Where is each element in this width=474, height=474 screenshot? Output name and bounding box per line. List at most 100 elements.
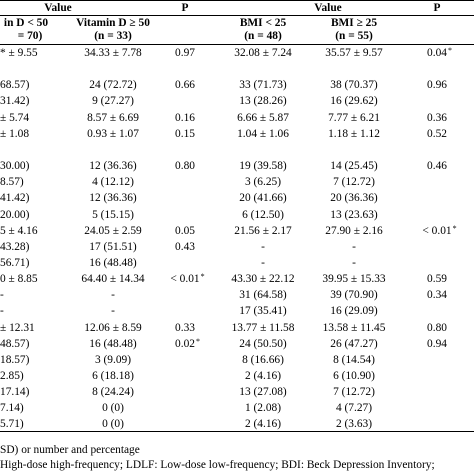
- col-vitd-low-label: in D < 50: [3, 17, 49, 29]
- table-cell: 0.80: [175, 160, 195, 172]
- table-cell: 32.08 ± 7.24: [234, 47, 292, 59]
- table-cell: 27.90 ± 2.16: [325, 225, 383, 237]
- table-cell: 64.40 ± 14.34: [81, 273, 145, 285]
- table-cell: 26 (47.27): [330, 338, 378, 350]
- table-cell: 0.34: [427, 289, 447, 301]
- table-cell: 3 (9.09): [94, 354, 132, 366]
- group-header-bmi: Value: [314, 2, 342, 14]
- table-cell: 3 (6.25): [244, 176, 282, 188]
- table-cell: 0.16: [175, 112, 195, 124]
- table-cell: 5 (15.15): [92, 209, 134, 221]
- table-top-rule: [0, 0, 474, 1]
- table-cell: 20 (41.66): [239, 192, 287, 204]
- table-cell: 0.52: [427, 128, 447, 140]
- table-cell: 9 (27.27): [92, 95, 134, 107]
- table-cell: 13.77 ± 11.58: [231, 322, 295, 334]
- table-cell: 21.56 ± 2.17: [234, 225, 292, 237]
- table-cell: 4 (12.12): [92, 176, 134, 188]
- table-cell: 0.04: [427, 47, 447, 59]
- group-header-vitamin-d: Value: [44, 2, 72, 14]
- table-cell: 30.00): [0, 160, 30, 172]
- group-header-rule: [0, 15, 474, 16]
- table-cell: 16 (48.48): [89, 338, 137, 350]
- table-cell: 17.14): [0, 386, 30, 398]
- table-cell: 13 (23.63): [330, 209, 378, 221]
- table-cell: 13 (28.26): [239, 95, 287, 107]
- table-cell: 20.00): [0, 209, 30, 221]
- table-cell: 5.71): [0, 418, 24, 430]
- col-bmi-low-label: BMI < 25: [239, 17, 287, 29]
- table-cell: 16 (29.09): [330, 305, 378, 317]
- col-vitd-high-label: Vitamin D ≥ 50: [76, 17, 150, 29]
- table-cell: 13 (27.08): [239, 386, 287, 398]
- table-cell: 7.77 ± 6.21: [328, 112, 380, 124]
- table-cell: 2 (3.63): [335, 418, 373, 430]
- table-cell: * ± 9.55: [0, 47, 38, 59]
- table-cell: 6 (10.90): [333, 370, 375, 382]
- table-cell: 0 ± 8.85: [0, 273, 38, 285]
- table-cell: 14 (25.45): [330, 160, 378, 172]
- table-cell: 0.59: [427, 273, 447, 285]
- table-cell: 17 (51.51): [89, 241, 137, 253]
- table-cell: 56.71): [0, 257, 30, 269]
- table-cell: 0.96: [427, 79, 447, 91]
- table-cell: 34.33 ± 7.78: [84, 47, 142, 59]
- table-cell: 0.05: [175, 225, 195, 237]
- footnote-line-2: High-dose high-frequency; LDLF: Low-dose…: [0, 459, 435, 471]
- column-header-rule: [0, 44, 474, 45]
- table-cell: 24 (72.72): [89, 79, 137, 91]
- table-cell: 18.57): [0, 354, 30, 366]
- table-cell: 17 (35.41): [239, 305, 287, 317]
- table-cell: 12 (36.36): [89, 160, 137, 172]
- table-cell: -: [352, 241, 356, 253]
- table-cell: 0.43: [175, 241, 195, 253]
- table-cell: 2.85): [0, 370, 24, 382]
- table-cell: 7 (12.72): [333, 386, 375, 398]
- table-cell: 20 (36.36): [330, 192, 378, 204]
- table-cell: < 0.01: [170, 273, 200, 285]
- table-cell: 31.42): [0, 95, 30, 107]
- table-cell: 1.04 ± 1.06: [237, 128, 289, 140]
- table-cell: 0.46: [427, 160, 447, 172]
- table-cell: 31 (64.58): [239, 289, 287, 301]
- col-bmi-high-n: (n = 55): [335, 30, 373, 42]
- table-cell: 39.95 ± 15.33: [322, 273, 386, 285]
- table-cell: -: [0, 305, 4, 317]
- table-cell: 6 (18.18): [92, 370, 134, 382]
- table-cell: 38 (70.37): [330, 79, 378, 91]
- table-cell: 0.93 ± 1.07: [87, 128, 139, 140]
- p-header-1: P: [181, 2, 189, 14]
- table-cell: 12.06 ± 8.59: [84, 322, 142, 334]
- table-cell: 68.57): [0, 79, 30, 91]
- table-cell: 19 (39.58): [239, 160, 287, 172]
- table-cell: 0.80: [427, 322, 447, 334]
- table-cell: 41.42): [0, 192, 30, 204]
- table-cell: 1 (2.08): [244, 402, 282, 414]
- col-bmi-low-n: (n = 48): [244, 30, 282, 42]
- table-cell: 35.57 ± 9.57: [325, 47, 383, 59]
- table-cell: 7.14): [0, 402, 24, 414]
- table-cell: 2 (4.16): [244, 370, 282, 382]
- table-cell: 0.02: [175, 338, 195, 350]
- table-cell: 0.15: [175, 128, 195, 140]
- table-cell: 8 (16.66): [242, 354, 284, 366]
- table-cell: 12 (36.36): [89, 192, 137, 204]
- col-bmi-high-label: BMI ≥ 25: [330, 17, 378, 29]
- table-cell: 13.58 ± 11.45: [322, 322, 386, 334]
- table-cell: 0 (0): [102, 402, 124, 414]
- table-cell: 0 (0): [102, 418, 124, 430]
- table-cell: -: [0, 289, 4, 301]
- table-cell: 6.66 ± 5.87: [237, 112, 289, 124]
- table-cell: 39 (70.90): [330, 289, 378, 301]
- table-cell: 2 (4.16): [244, 418, 282, 430]
- table-cell: 8.57): [0, 176, 24, 188]
- table-cell: ± 1.08: [0, 128, 30, 140]
- table-cell: -: [111, 305, 115, 317]
- table-cell: 5 ± 4.16: [0, 225, 38, 237]
- table-cell: 0.36: [427, 112, 447, 124]
- table-cell: 33 (71.73): [239, 79, 287, 91]
- table-cell: 1.18 ± 1.12: [328, 128, 380, 140]
- table-cell: 8.57 ± 6.69: [87, 112, 139, 124]
- table-cell: 0.33: [175, 322, 195, 334]
